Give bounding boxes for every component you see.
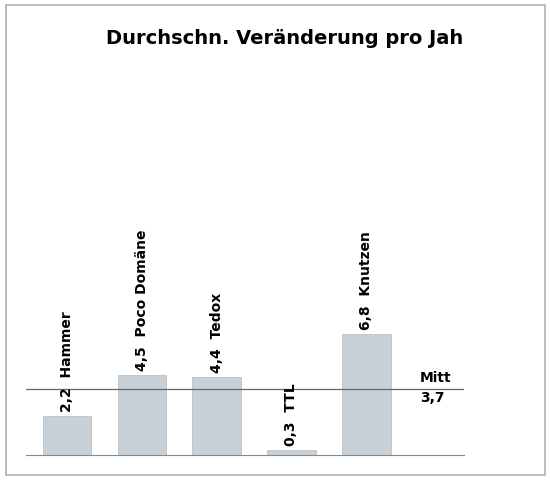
Text: 0,3  TTL: 0,3 TTL bbox=[284, 384, 299, 446]
Bar bbox=[118, 375, 166, 456]
Text: Durchschn. Veränderung pro Jah: Durchschn. Veränderung pro Jah bbox=[106, 29, 464, 48]
Bar bbox=[192, 376, 241, 456]
Bar bbox=[267, 450, 316, 456]
Text: 3,7: 3,7 bbox=[420, 391, 444, 405]
Bar bbox=[342, 334, 390, 456]
Text: 2,2  Hammer: 2,2 Hammer bbox=[60, 312, 74, 412]
Text: 4,5  Poco Domäne: 4,5 Poco Domäne bbox=[135, 229, 149, 371]
Text: Mitt: Mitt bbox=[420, 372, 452, 385]
Text: 6,8  Knutzen: 6,8 Knutzen bbox=[359, 231, 373, 330]
Bar bbox=[43, 416, 91, 456]
Text: 4,4  Tedox: 4,4 Tedox bbox=[210, 293, 224, 373]
